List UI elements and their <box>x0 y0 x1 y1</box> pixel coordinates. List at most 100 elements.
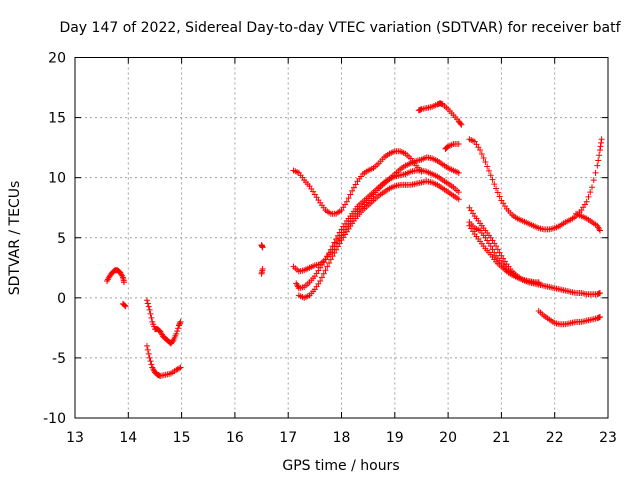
data-point <box>147 310 154 317</box>
y-tick-label: -5 <box>52 351 66 367</box>
x-tick-label: 17 <box>279 430 297 446</box>
series-trace-l <box>442 141 462 152</box>
data-point <box>121 302 128 309</box>
series-trace-c <box>143 297 184 347</box>
data-point <box>331 249 338 256</box>
data-point <box>496 249 503 256</box>
x-tick-label: 14 <box>119 430 137 446</box>
data-point <box>596 152 603 159</box>
data-point <box>487 243 494 250</box>
data-point <box>148 361 155 368</box>
data-point <box>322 267 329 274</box>
series-trace-r <box>535 308 604 328</box>
series-trace-k <box>415 100 465 128</box>
data-point <box>352 181 359 188</box>
series-trace-e <box>258 241 266 251</box>
data-point <box>489 246 496 253</box>
data-point <box>144 346 151 353</box>
series-trace-b <box>119 300 129 310</box>
x-tick-label: 20 <box>439 430 457 446</box>
data-point <box>535 280 542 287</box>
data-point <box>331 239 338 246</box>
series-trace-j <box>295 178 462 301</box>
data-point <box>597 143 604 150</box>
x-tick-label: 22 <box>546 430 564 446</box>
data-point <box>345 195 352 202</box>
x-tick-label: 18 <box>333 430 351 446</box>
data-point <box>592 169 599 176</box>
data-point <box>350 184 357 191</box>
series-trace-f <box>258 265 266 277</box>
data-point <box>146 354 153 361</box>
data-point <box>336 240 343 247</box>
data-point <box>146 306 153 313</box>
series-trace-m <box>466 136 605 233</box>
chart-title: Day 147 of 2022, Sidereal Day-to-day VTE… <box>59 20 621 36</box>
data-point <box>485 167 492 174</box>
data-point <box>491 249 498 256</box>
data-point <box>175 325 182 332</box>
data-point <box>491 181 498 188</box>
data-point <box>493 185 500 192</box>
data-point <box>597 227 604 234</box>
data-point <box>458 121 465 128</box>
x-tick-label: 15 <box>173 430 191 446</box>
data-point <box>177 318 184 325</box>
data-marks <box>103 100 605 379</box>
data-point <box>594 162 601 169</box>
data-point <box>326 259 333 266</box>
data-point <box>318 274 325 281</box>
data-point <box>597 314 604 321</box>
y-tick-label: 15 <box>48 111 66 127</box>
data-point <box>322 256 329 263</box>
data-point <box>145 303 152 310</box>
data-point <box>595 157 602 164</box>
data-point <box>147 358 154 365</box>
y-tick-label: 5 <box>57 231 66 247</box>
data-point <box>484 163 491 170</box>
data-point <box>334 232 341 239</box>
data-point <box>143 342 150 349</box>
data-point <box>333 235 340 242</box>
data-point <box>177 364 184 371</box>
data-point <box>317 278 324 285</box>
data-point <box>177 320 184 327</box>
data-point <box>320 270 327 277</box>
x-axis-label: GPS time / hours <box>282 458 399 474</box>
data-point <box>494 246 501 253</box>
data-point <box>173 330 180 337</box>
data-point <box>597 290 604 297</box>
data-point <box>329 253 336 260</box>
y-axis-label: SDTVAR / TECUs <box>7 181 23 296</box>
series-trace-a <box>103 267 128 286</box>
y-tick-label: 0 <box>57 291 66 307</box>
data-point <box>455 141 462 148</box>
data-point <box>347 191 354 198</box>
data-point <box>494 189 501 196</box>
data-point <box>585 193 592 200</box>
data-point <box>482 159 489 166</box>
data-point <box>259 244 266 251</box>
data-point <box>590 177 597 184</box>
x-tick-label: 23 <box>599 430 617 446</box>
x-tick-label: 16 <box>226 430 244 446</box>
data-point <box>487 172 494 179</box>
data-point <box>122 303 129 310</box>
data-point <box>493 243 500 250</box>
data-point <box>259 265 266 272</box>
data-point <box>334 243 341 250</box>
data-point <box>326 249 333 256</box>
data-point <box>333 246 340 253</box>
data-point <box>327 246 334 253</box>
data-point <box>480 155 487 162</box>
data-point <box>329 243 336 250</box>
data-point <box>143 297 150 304</box>
data-point <box>455 196 462 203</box>
data-point <box>477 147 484 154</box>
series-trace-q <box>466 222 542 287</box>
y-tick-label: -10 <box>43 411 66 427</box>
data-point <box>324 263 331 270</box>
data-point <box>343 198 350 205</box>
